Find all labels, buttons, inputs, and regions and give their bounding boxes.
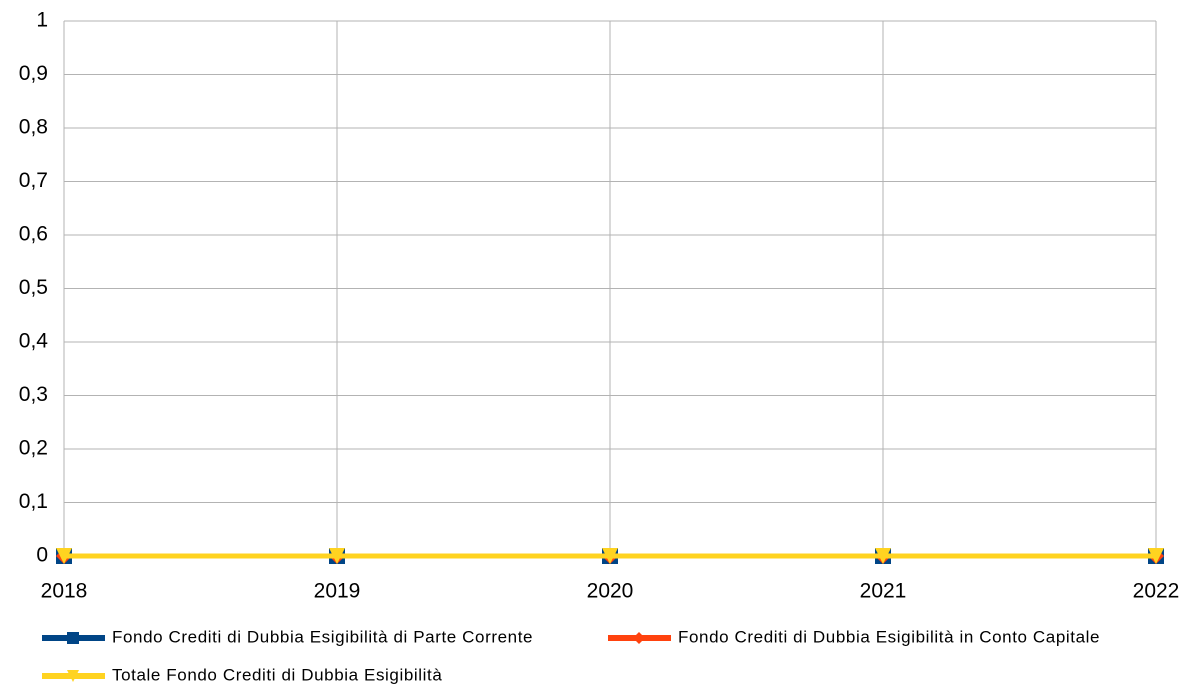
y-tick-label: 0,9: [19, 62, 48, 85]
x-tick-label: 2020: [587, 580, 634, 603]
marker: [1148, 548, 1164, 564]
y-tick-label: 1: [36, 9, 48, 32]
x-tick-label: 2022: [1133, 580, 1180, 603]
x-tick-label: 2019: [314, 580, 361, 603]
y-tick-label: 0,8: [19, 116, 48, 139]
legend-label: Fondo Crediti di Dubbia Esigibilità in C…: [678, 627, 1100, 646]
marker: [875, 548, 891, 564]
marker: [67, 670, 79, 682]
y-tick-label: 0,2: [19, 437, 48, 460]
y-tick-label: 0: [36, 544, 48, 567]
y-tick-label: 0,3: [19, 383, 48, 406]
y-tick-label: 0,6: [19, 223, 48, 246]
marker: [602, 548, 618, 564]
marker: [56, 548, 72, 564]
marker: [329, 548, 345, 564]
y-tick-label: 0,5: [19, 276, 48, 299]
y-tick-label: 0,7: [19, 169, 48, 192]
y-tick-label: 0,4: [19, 330, 49, 353]
y-tick-label: 0,1: [19, 490, 48, 513]
legend-label: Totale Fondo Crediti di Dubbia Esigibili…: [112, 665, 442, 684]
marker: [67, 632, 79, 644]
marker: [633, 632, 645, 644]
x-tick-label: 2018: [41, 580, 88, 603]
legend-label: Fondo Crediti di Dubbia Esigibilità di P…: [112, 627, 533, 646]
x-tick-label: 2021: [860, 580, 907, 603]
